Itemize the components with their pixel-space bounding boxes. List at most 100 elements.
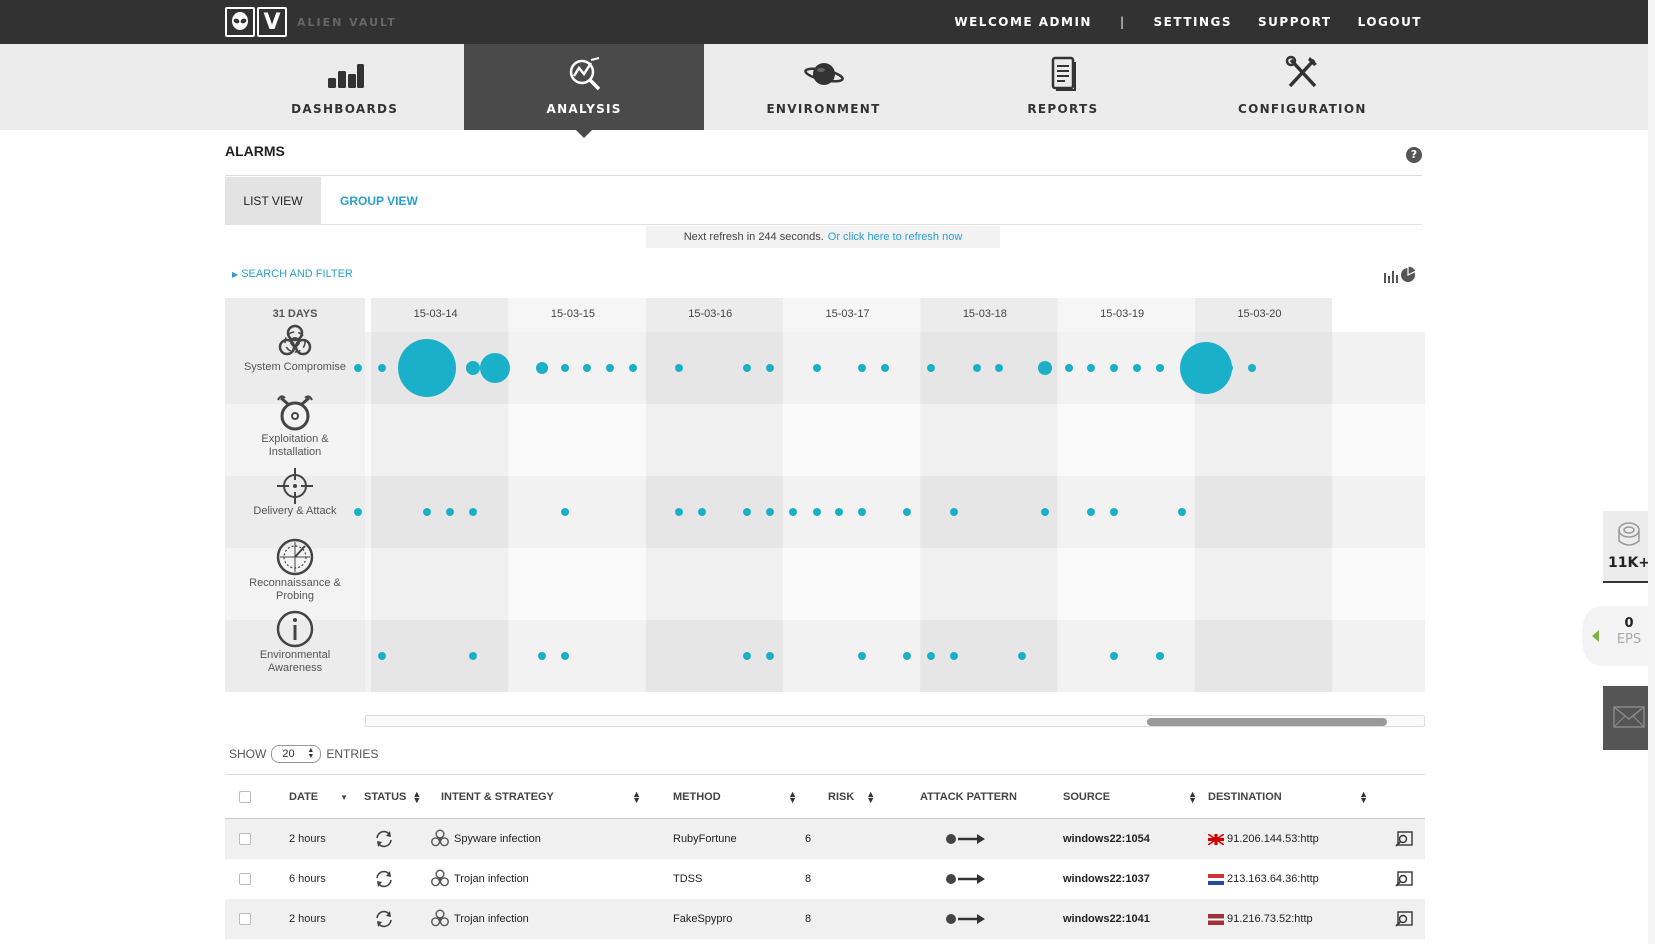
timeline-date-label: 15-03-16 [688,308,733,320]
destination-cell[interactable]: 91.206.144.53:http [1208,819,1319,859]
row-checkbox[interactable] [239,833,251,845]
search-filter-toggle[interactable]: ▶ SEARCH AND FILTER [232,268,353,280]
view-details-icon[interactable] [1395,819,1413,859]
source-text[interactable]: windows22:1054 [1063,833,1150,845]
settings-link[interactable]: SETTINGS [1153,15,1233,29]
alarm-dot [1156,652,1164,660]
view-details-icon[interactable] [1395,899,1413,939]
show-entries: SHOW 20 ▲ ▼ ENTRIES [229,745,378,763]
pie-chart-toggle-icon [1401,265,1417,282]
tab-list-view[interactable]: LIST VIEW [225,177,321,225]
method-text: FakeSpypro [673,913,733,925]
intent-cell: Spyware infection [429,819,541,859]
source-text[interactable]: windows22:1041 [1063,913,1150,925]
date-column-band [920,476,1058,548]
chart-type-toggle[interactable] [1383,265,1417,285]
table-row[interactable]: 2 hours Trojan infection FakeSpypro 8 window… [225,899,1425,939]
logo-text: ALIEN VAULT [297,15,397,29]
alarm-dot [561,652,569,660]
alarm-dot [583,364,591,372]
col-status[interactable]: STATUS ▲ ▼ [364,789,422,805]
col-date[interactable]: DATE ▼ [289,791,349,803]
tools-icon [1286,55,1318,88]
entries-select[interactable]: 20 ▲ ▼ [271,745,322,763]
sort-icon: ▲ ▼ [412,789,422,805]
collapse-arrow-icon [1592,630,1599,642]
refresh-now-link[interactable]: Or click here to refresh now [827,231,963,243]
destination-cell[interactable]: 91.216.73.52:http [1208,899,1313,939]
alarm-dot [378,364,386,372]
help-icon[interactable]: ? [1406,147,1422,163]
eps-widget[interactable]: 0 EPS [1582,606,1655,666]
alarm-dot [973,364,981,372]
table-header: DATE ▼ STATUS ▲ ▼ INTENT & STRATEGY ▲ ▼ METHO… [225,774,1425,819]
alarm-dot [743,508,751,516]
timeline-scroll-thumb[interactable] [1147,718,1387,726]
nav-dashboards[interactable]: DASHBOARDS [225,44,465,130]
alarm-dot [675,364,683,372]
row-checkbox[interactable] [239,913,251,925]
caret-right-icon: ▶ [232,270,239,279]
country-flag-icon [1208,913,1224,925]
date-column-band [645,404,783,476]
col-method[interactable]: METHOD ▲ ▼ [673,789,797,805]
tab-group-view[interactable]: GROUP VIEW [340,194,418,208]
table-row[interactable]: 6 hours Trojan infection TDSS 8 windows22:10… [225,859,1425,899]
view-details-icon[interactable] [1395,859,1413,899]
table-row[interactable]: 2 hours Spyware infection RubyFortune 6 wind… [225,819,1425,859]
destination-cell[interactable]: 213.163.64.36:http [1208,859,1319,899]
nav-label: CONFIGURATION [1237,102,1367,116]
timeline-date-label: 15-03-20 [1237,308,1282,320]
eps-label: EPS [1616,632,1642,647]
col-source[interactable]: SOURCE ▲ ▼ [1063,789,1197,805]
date-column-band [920,332,1058,404]
alarm-dot [813,364,821,372]
row-checkbox[interactable] [239,873,251,885]
table-body: 2 hours Spyware infection RubyFortune 6 wind… [225,819,1425,939]
country-flag-icon [1208,873,1224,885]
alarm-dot [1110,508,1118,516]
sort-icon: ▲ ▼ [1359,789,1368,805]
alarm-dot [698,508,706,516]
alarm-dot [1133,364,1141,372]
alarm-dot [1156,364,1164,372]
entries-label: ENTRIES [326,747,379,761]
nav-environment[interactable]: ENVIRONMENT [703,44,944,130]
alarm-dot [398,339,456,397]
messages-widget[interactable] [1603,686,1655,750]
col-destination[interactable]: DESTINATION ▲ ▼ [1208,789,1368,805]
col-risk[interactable]: RISK ▲ ▼ [828,789,876,805]
alarm-dot [903,652,911,660]
status-refresh-icon[interactable] [374,859,394,899]
nav-label: ENVIRONMENT [766,102,881,116]
row-date: 6 hours [289,873,326,885]
alarm-dot [1180,342,1232,394]
alarm-dot [469,652,477,660]
row-date: 2 hours [289,833,326,845]
nav-configuration[interactable]: CONFIGURATION [1182,44,1423,130]
welcome-admin-link[interactable]: WELCOME ADMIN [954,15,1092,29]
select-all-checkbox[interactable] [239,791,251,803]
alarm-dot [1225,364,1233,372]
alarm-dot [813,508,821,516]
page-scrollbar[interactable] [1648,0,1655,944]
nav-reports[interactable]: REPORTS [943,44,1183,130]
events-widget[interactable]: 11K+ [1603,511,1655,583]
timeline-grid [225,298,1425,692]
alarm-dot [927,364,935,372]
alienvault-logo[interactable]: V ALIEN VAULT [225,7,397,37]
status-refresh-icon[interactable] [374,819,394,859]
col-intent[interactable]: INTENT & STRATEGY ▲ ▼ [441,789,641,805]
logout-link[interactable]: LOGOUT [1357,15,1422,29]
nav-analysis[interactable]: ANALYSIS [464,44,704,138]
source-text[interactable]: windows22:1037 [1063,873,1150,885]
envelope-icon [1613,706,1645,728]
timeline-scrollbar[interactable] [365,715,1425,727]
status-refresh-icon[interactable] [374,899,394,939]
alarm-dot [789,508,797,516]
support-link[interactable]: SUPPORT [1258,15,1332,29]
alarm-dot [835,508,843,516]
date-column-band [920,620,1058,692]
risk-value: 8 [804,913,812,925]
alarm-dot [766,364,774,372]
